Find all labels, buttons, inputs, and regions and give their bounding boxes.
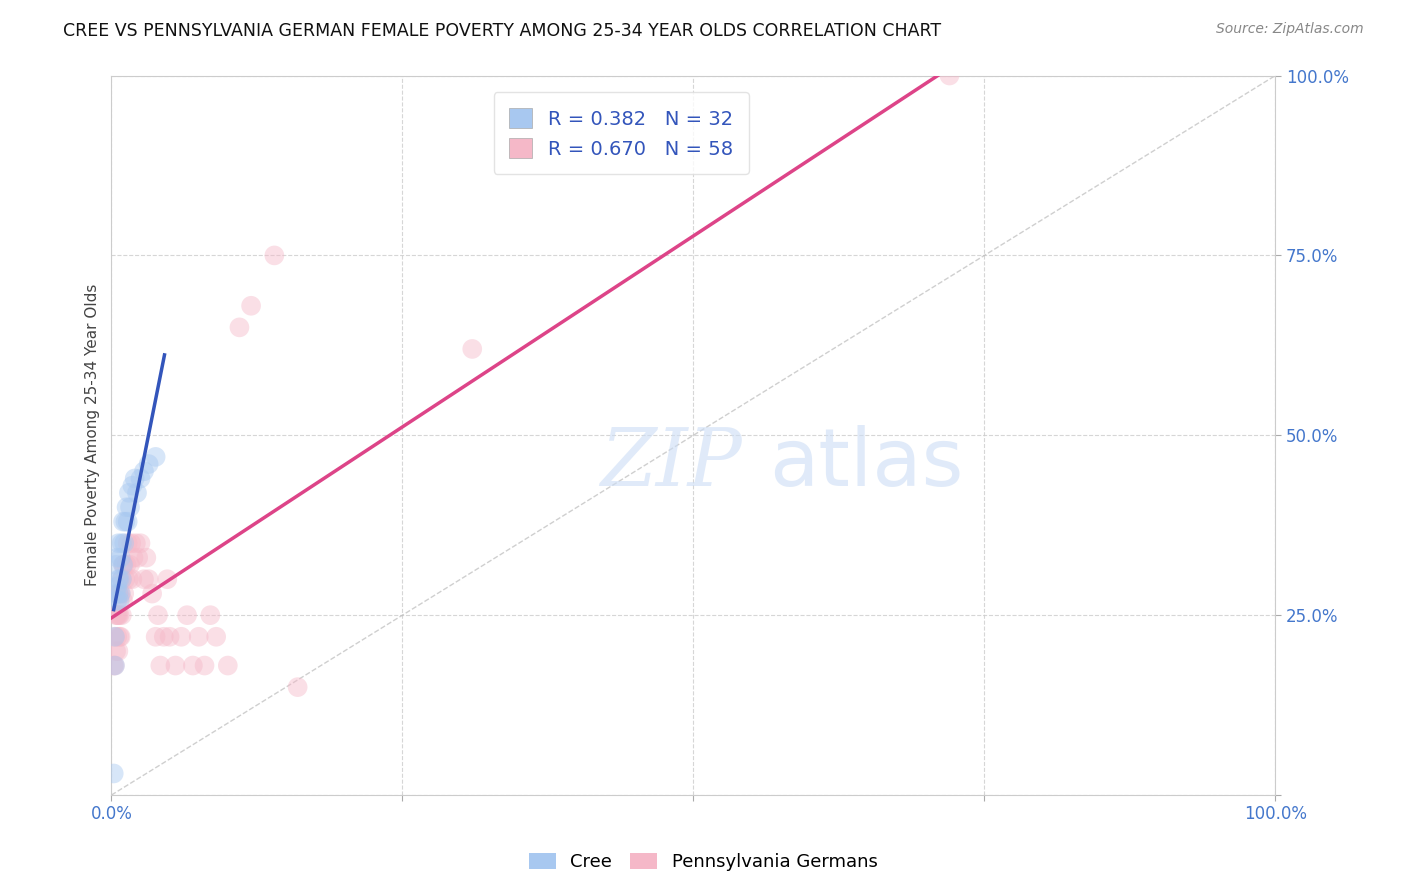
Point xyxy=(115,558,138,572)
Text: atlas: atlas xyxy=(769,425,963,503)
Point xyxy=(132,464,155,478)
Point xyxy=(104,658,127,673)
Point xyxy=(129,471,152,485)
Point xyxy=(159,630,181,644)
Point xyxy=(193,658,215,673)
Point xyxy=(104,630,127,644)
Point xyxy=(105,586,128,600)
Point xyxy=(111,536,134,550)
Point xyxy=(141,586,163,600)
Point xyxy=(120,536,142,550)
Point xyxy=(461,342,484,356)
Text: Source: ZipAtlas.com: Source: ZipAtlas.com xyxy=(1216,22,1364,37)
Point xyxy=(121,478,143,492)
Point xyxy=(112,586,135,600)
Point xyxy=(124,471,146,485)
Legend: Cree, Pennsylvania Germans: Cree, Pennsylvania Germans xyxy=(522,846,884,879)
Point xyxy=(125,486,148,500)
Point xyxy=(135,550,157,565)
Point xyxy=(263,248,285,262)
Point xyxy=(146,608,169,623)
Point xyxy=(104,658,127,673)
Point xyxy=(105,550,128,565)
Point xyxy=(138,457,160,471)
Point xyxy=(138,572,160,586)
Point xyxy=(105,644,128,658)
Point xyxy=(112,594,135,608)
Point xyxy=(105,630,128,644)
Point xyxy=(107,536,129,550)
Point xyxy=(217,658,239,673)
Point xyxy=(107,586,129,600)
Point xyxy=(170,630,193,644)
Point xyxy=(132,572,155,586)
Point xyxy=(108,608,131,623)
Point xyxy=(112,558,135,572)
Point xyxy=(108,630,131,644)
Point xyxy=(228,320,250,334)
Point xyxy=(118,572,141,586)
Point xyxy=(107,608,129,623)
Point xyxy=(129,536,152,550)
Point xyxy=(145,450,167,464)
Text: CREE VS PENNSYLVANIA GERMAN FEMALE POVERTY AMONG 25-34 YEAR OLDS CORRELATION CHA: CREE VS PENNSYLVANIA GERMAN FEMALE POVER… xyxy=(63,22,942,40)
Legend: R = 0.382   N = 32, R = 0.670   N = 58: R = 0.382 N = 32, R = 0.670 N = 58 xyxy=(494,93,749,174)
Point xyxy=(200,608,222,623)
Point xyxy=(112,558,135,572)
Point xyxy=(187,630,209,644)
Point xyxy=(110,586,132,600)
Point xyxy=(118,558,141,572)
Point xyxy=(105,608,128,623)
Point xyxy=(287,680,309,694)
Point xyxy=(112,515,135,529)
Point xyxy=(111,572,134,586)
Point xyxy=(117,536,139,550)
Point xyxy=(111,572,134,586)
Point xyxy=(121,572,143,586)
Point xyxy=(110,550,132,565)
Point xyxy=(118,500,141,515)
Point xyxy=(122,550,145,565)
Text: ZIP: ZIP xyxy=(600,425,742,503)
Point xyxy=(107,644,129,658)
Point xyxy=(103,658,125,673)
Point xyxy=(145,630,167,644)
Point xyxy=(938,69,960,83)
Point xyxy=(118,486,141,500)
Point xyxy=(149,658,172,673)
Point xyxy=(114,572,136,586)
Point xyxy=(107,572,129,586)
Point xyxy=(103,766,125,780)
Point xyxy=(156,572,179,586)
Point xyxy=(112,558,135,572)
Y-axis label: Female Poverty Among 25-34 Year Olds: Female Poverty Among 25-34 Year Olds xyxy=(86,285,100,586)
Point xyxy=(108,586,131,600)
Point xyxy=(165,658,187,673)
Point xyxy=(110,630,132,644)
Point xyxy=(105,608,128,623)
Point xyxy=(115,500,138,515)
Point xyxy=(107,586,129,600)
Point xyxy=(108,594,131,608)
Point xyxy=(240,299,263,313)
Point xyxy=(110,586,132,600)
Point xyxy=(105,594,128,608)
Point xyxy=(114,515,136,529)
Point xyxy=(105,558,128,572)
Point xyxy=(104,630,127,644)
Point xyxy=(205,630,228,644)
Point xyxy=(176,608,198,623)
Point xyxy=(117,515,139,529)
Point xyxy=(105,579,128,593)
Point xyxy=(181,658,204,673)
Point xyxy=(111,608,134,623)
Point xyxy=(105,586,128,600)
Point xyxy=(112,536,135,550)
Point xyxy=(108,572,131,586)
Point xyxy=(125,536,148,550)
Point xyxy=(152,630,174,644)
Point xyxy=(127,550,149,565)
